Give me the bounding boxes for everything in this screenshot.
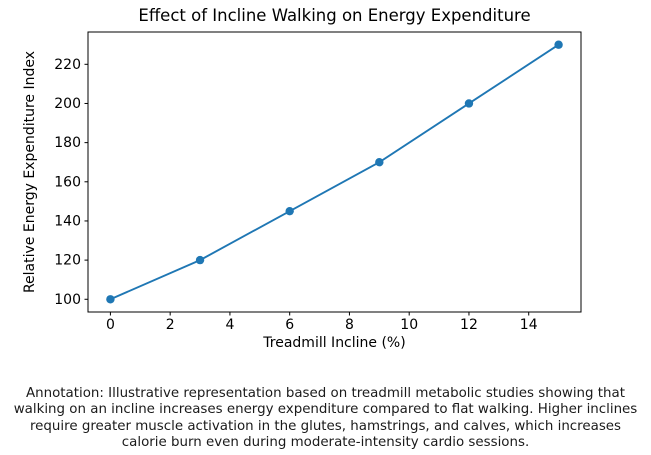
data-point-marker <box>195 255 205 265</box>
x-tick-label: 8 <box>345 317 354 333</box>
data-point-marker <box>554 40 563 49</box>
y-tick-label: 140 <box>54 213 81 229</box>
axes-spines <box>87 31 582 313</box>
x-tick-label: 4 <box>225 317 234 333</box>
y-tick-label: 120 <box>54 253 81 269</box>
x-tick-label: 12 <box>460 317 478 333</box>
x-tick-label: 6 <box>285 317 294 333</box>
data-point-marker <box>464 99 474 108</box>
data-point-marker <box>106 295 115 304</box>
x-tick-label: 14 <box>520 317 538 333</box>
data-point-marker <box>285 206 294 216</box>
x-axis-label: Treadmill Incline (%) <box>263 335 406 351</box>
y-axis-label: Relative Energy Expenditure Index <box>22 50 38 294</box>
y-tick-label: 220 <box>54 57 81 73</box>
data-line <box>110 43 560 301</box>
x-tick-label: 0 <box>106 317 115 333</box>
line-chart: 0 2 4 6 8 10 12 14 100 120 140 160 180 200 220 <box>54 31 582 333</box>
y-tick-label: 160 <box>54 174 81 190</box>
x-tick-label: 2 <box>166 317 175 333</box>
annotation-text: Annotation: Illustrative representation … <box>13 386 638 451</box>
y-tick-label: 100 <box>54 292 81 308</box>
y-tick-label: 200 <box>54 96 81 112</box>
y-tick-label: 180 <box>54 135 81 151</box>
data-point-marker <box>375 158 384 167</box>
chart-title: Effect of Incline Walking on Energy Expe… <box>138 6 531 25</box>
x-tick-label: 10 <box>400 317 418 333</box>
